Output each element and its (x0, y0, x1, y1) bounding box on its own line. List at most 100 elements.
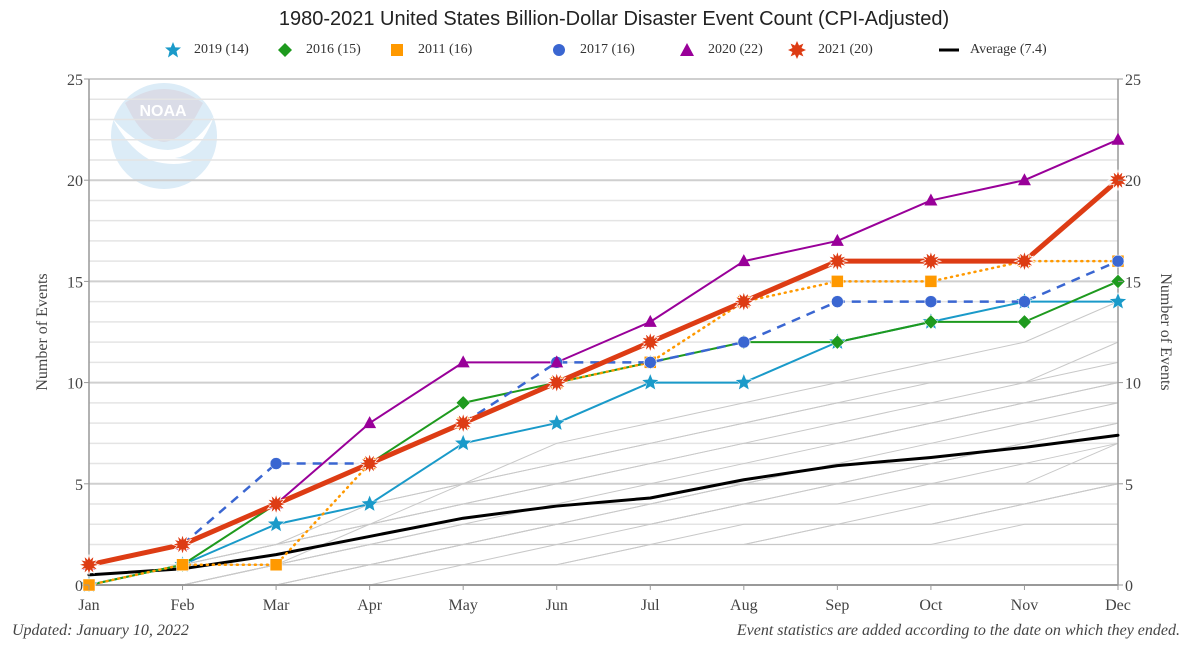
y-tick-label-right: 15 (1125, 274, 1141, 291)
y-tick-label-right: 25 (1125, 72, 1141, 89)
legend-label: Average (7.4) (970, 42, 1047, 57)
burst-marker[interactable] (732, 290, 755, 313)
y-axis-label-left: Number of Events (34, 273, 51, 390)
triangle-marker[interactable] (924, 193, 938, 206)
series-line-2016[interactable] (88, 280, 1119, 586)
diamond-icon (278, 43, 292, 57)
background-year-line (89, 402, 1118, 586)
burst-marker[interactable] (1013, 250, 1036, 273)
x-tick-label: Oct (919, 597, 943, 614)
circle-marker[interactable] (831, 295, 844, 308)
x-tick-label: Apr (357, 597, 383, 614)
x-tick-label: Feb (171, 597, 195, 614)
chart-title: 1980-2021 United States Billion-Dollar D… (278, 8, 950, 30)
legend-item-2019[interactable]: 2019 (14) (162, 40, 249, 60)
triangle-marker[interactable] (1017, 173, 1031, 186)
updated-date: Updated: January 10, 2022 (12, 622, 189, 639)
legend-item-average[interactable]: Average (7.4) (938, 40, 1047, 60)
x-tick-label: Aug (730, 597, 758, 614)
series-line-2011[interactable] (87, 259, 1120, 587)
triangle-marker[interactable] (830, 233, 844, 246)
y-axis-label-right: Number of Events (1157, 273, 1174, 390)
circle-marker[interactable] (269, 457, 283, 470)
y-tick-label-right: 10 (1125, 376, 1141, 393)
star-marker[interactable] (641, 372, 660, 391)
y-tick-label-left: 0 (75, 578, 83, 595)
square-marker[interactable] (924, 275, 938, 288)
x-tick-label: Jun (546, 597, 568, 614)
footer-note: Event statistics are added according to … (736, 622, 1180, 639)
square-marker[interactable] (176, 558, 189, 572)
burst-marker[interactable] (358, 452, 381, 475)
y-tick-label-left: 10 (67, 376, 83, 393)
legend-item-2011[interactable]: 2011 (16) (386, 40, 472, 60)
burst-marker[interactable] (77, 553, 101, 577)
y-tick-label-left: 20 (67, 173, 83, 190)
burst-marker[interactable] (919, 249, 943, 273)
triangle-icon (680, 43, 694, 56)
legend-label: 2017 (16) (580, 42, 635, 57)
legend-item-2017[interactable]: 2017 (16) (548, 40, 635, 60)
diamond-marker[interactable] (455, 395, 471, 411)
star-marker[interactable] (453, 433, 473, 452)
circle-marker[interactable] (737, 335, 751, 349)
triangle-marker[interactable] (1111, 132, 1125, 145)
star-icon (165, 42, 181, 58)
noaa-logo-icon: NOAA (111, 83, 217, 189)
y-tick-label-left: 15 (67, 274, 83, 291)
circle-marker[interactable] (644, 356, 657, 369)
circle-marker[interactable] (924, 295, 938, 308)
star-marker[interactable] (1108, 291, 1128, 310)
triangle-marker[interactable] (363, 416, 377, 429)
series-line-2021[interactable] (86, 177, 1121, 568)
x-tick-label: Dec (1105, 597, 1131, 614)
series-line-2017[interactable] (88, 260, 1119, 566)
circle-marker[interactable] (1111, 254, 1125, 268)
legend-item-2020[interactable]: 2020 (22) (676, 40, 763, 60)
star-marker[interactable] (547, 413, 566, 431)
legend-label: 2011 (16) (418, 42, 473, 57)
watermark-text: NOAA (139, 103, 187, 120)
diamond-marker[interactable] (1017, 314, 1032, 330)
background-year-line (88, 382, 1119, 586)
y-tick-label-right: 0 (1125, 578, 1133, 595)
burst-marker[interactable] (545, 371, 568, 394)
x-tick-label: Jul (641, 597, 660, 614)
star-marker[interactable] (266, 514, 286, 533)
diamond-marker[interactable] (830, 334, 845, 350)
y-tick-label-right: 5 (1125, 477, 1133, 494)
x-tick-label: Mar (263, 597, 290, 614)
x-tick-label: Jan (78, 597, 99, 614)
diamond-marker[interactable] (923, 314, 939, 330)
star-marker[interactable] (360, 494, 379, 512)
burst-marker[interactable] (451, 411, 475, 435)
triangle-marker[interactable] (550, 355, 564, 368)
legend-label: 2021 (20) (818, 42, 873, 57)
burst-marker[interactable] (171, 533, 194, 556)
x-tick-label: Sep (825, 597, 849, 614)
triangle-marker[interactable] (643, 314, 657, 327)
burst-marker[interactable] (264, 492, 288, 516)
circle-marker[interactable] (1018, 295, 1031, 308)
legend-label: 2016 (15) (306, 42, 361, 57)
y-tick-label-left: 5 (75, 477, 83, 494)
series-line-2019[interactable] (88, 300, 1119, 586)
background-year-line (89, 483, 1119, 586)
square-icon (391, 44, 403, 56)
square-marker[interactable] (831, 275, 844, 288)
legend-item-2021[interactable]: 2021 (20) (786, 40, 873, 60)
legend: 2019 (14) 2016 (15) 2011 (16) 2017 (16) … (0, 40, 1200, 62)
burst-icon (788, 41, 806, 59)
star-marker[interactable] (734, 372, 754, 391)
square-marker[interactable] (269, 558, 283, 572)
triangle-marker[interactable] (456, 355, 470, 368)
y-tick-label-right: 20 (1125, 173, 1141, 190)
legend-label: 2019 (14) (194, 42, 249, 57)
x-tick-label: Nov (1011, 597, 1039, 614)
burst-marker[interactable] (826, 250, 849, 273)
triangle-marker[interactable] (737, 254, 751, 267)
series-line-average[interactable] (87, 433, 1120, 577)
burst-marker[interactable] (639, 330, 662, 354)
legend-item-2016[interactable]: 2016 (15) (274, 40, 361, 60)
